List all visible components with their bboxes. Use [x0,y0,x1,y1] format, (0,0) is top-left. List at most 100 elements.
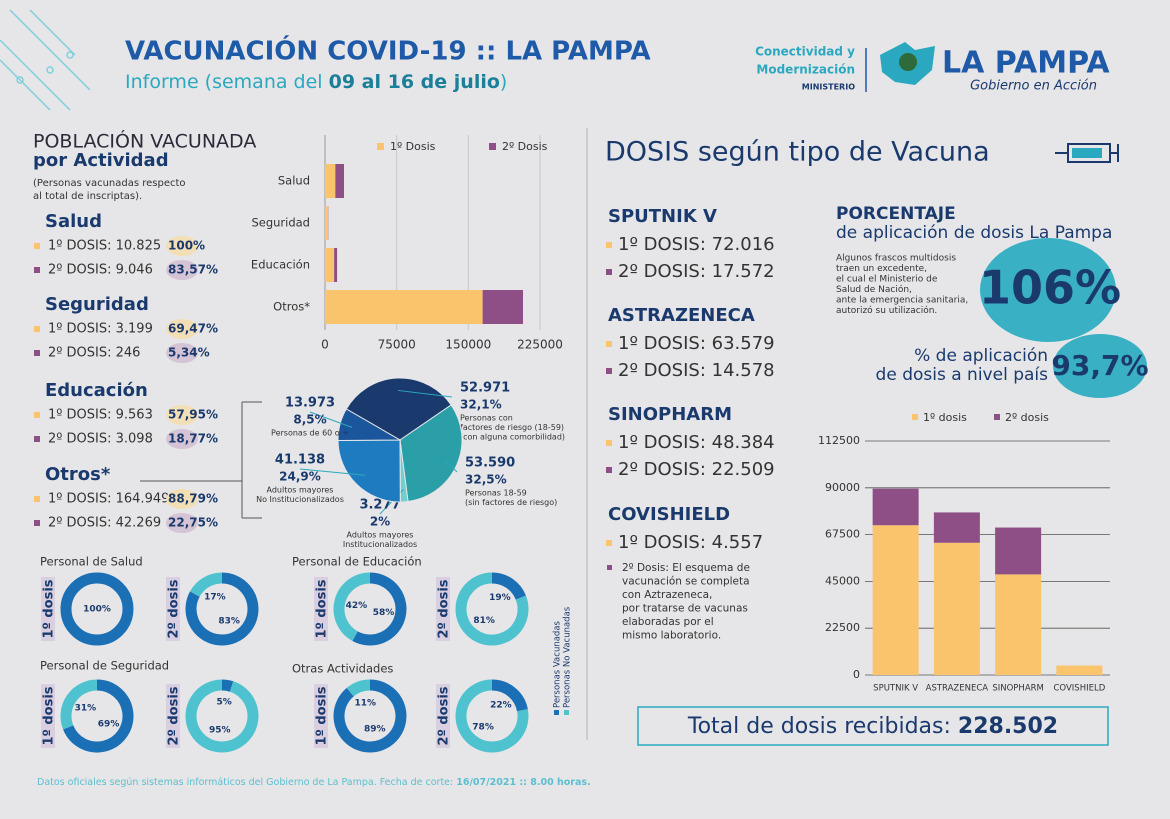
bullet [34,267,40,273]
donut-label: 1º dosis [42,686,57,745]
donut-label: 1º dosis [315,686,330,745]
dose-percent: 88,79% [168,492,218,506]
legend-label: 1º dosis [923,411,967,424]
subtitle: Informe (semana del 09 al 16 de julio) [125,71,507,93]
pie-percent-label: 32,5% [465,473,507,487]
bullet [606,440,612,446]
donut-segment [352,572,407,646]
pie-category: (sin factores de riesgo) [465,498,557,507]
donut-value-label: 81% [473,616,495,626]
highlight-blob [1053,334,1147,398]
y-tick-label: 22500 [825,621,860,634]
note: por tratarse de vacunas [622,603,748,615]
donut-segment [63,679,134,753]
note: Algunos frascos multidosis [836,254,956,264]
highlight-blob [980,238,1116,342]
bar-segment [933,512,980,543]
country-label: % de aplicación [914,346,1048,366]
y-tick-label: 45000 [825,574,860,587]
bullet [606,242,612,248]
section-subtitle: por Actividad [33,150,169,171]
note: Salud de Nación, [836,284,912,295]
syringe-icon [1055,143,1119,163]
group-name: Otros* [45,464,111,485]
donut-value-label: 5% [217,698,232,708]
pie-percent-label: 24,9% [279,470,321,484]
pie-category: Adultos mayores [267,486,334,495]
label-badge [166,684,180,748]
pct-badge [166,405,198,425]
legend-swatch [554,710,559,715]
donut-segment [333,679,407,753]
pct-badge [166,236,198,256]
dose-count: 1º DOSIS: 3.199 [48,322,153,337]
donut-segment [60,679,98,730]
pie-value-label: 41.138 [275,453,325,468]
bar-segment [1056,665,1103,675]
note: al total de inscriptas). [33,191,142,202]
note: (Personas vacunadas respecto [33,178,186,189]
donut-value-label: 78% [472,722,494,732]
bar-segment [995,574,1042,675]
dose-count: 1º DOSIS: 10.825 [48,239,161,254]
subtitle-dates: 09 al 16 de julio [329,71,500,93]
donut-segment [346,679,371,697]
pie-percent-label: 2% [370,515,390,529]
dose-count: 2º DOSIS: 42.269 [48,516,161,531]
ministry-name: Conectividad y [755,45,855,59]
dose-count: 2º DOSIS: 246 [48,346,140,361]
bullet [606,467,612,473]
label-badge [436,577,450,641]
y-tick-label: 0 [853,668,860,681]
donut-value-label: 83% [218,617,240,627]
x-tick-label: 225000 [517,338,563,352]
donut-segment [455,679,529,753]
big-value: 93,7% [1051,349,1148,382]
pie-value-label: 53.590 [465,456,515,471]
label-badge [436,684,450,748]
section-title: PORCENTAJE [836,204,956,224]
dose-percent: 22,75% [168,516,218,530]
bar-segment [334,248,338,282]
note: con Aztrazeneca, [622,589,712,601]
pie-category: factores de riesgo (18-59) [460,423,564,432]
label-badge [314,577,328,641]
donut-label: 1º dosis [42,579,57,638]
donut-value-label: 42% [346,601,368,611]
donut-segment [491,679,528,712]
y-tick-label: Salud [278,174,310,188]
donut-segment [491,572,526,600]
donut-value-label: 89% [364,725,386,735]
donut-value-label: 17% [204,592,226,602]
x-tick-label: 75000 [378,338,416,352]
bar-segment [482,290,524,324]
vaccine-dose: 1º DOSIS: 4.557 [618,532,763,553]
donut-label: 2º dosis [167,579,182,638]
bar-segment [325,164,336,198]
y-tick-label: 112500 [818,434,860,447]
donut-title: Otras Actividades [292,662,393,676]
country-label: de dosis a nivel país [876,365,1049,385]
pct-badge [166,319,198,339]
big-value: 106% [979,261,1121,315]
x-tick-label: 150000 [445,338,491,352]
donut-segment [455,572,529,646]
subtitle-start: Informe (semana del [125,71,329,93]
pie-bracket [140,401,262,519]
legend-swatch [489,143,496,150]
pie-category: Personas 18-59 [465,489,527,498]
pie-slice [337,408,402,442]
bullet [606,269,612,275]
pie-slice [337,439,401,503]
donut-value-label: 58% [373,608,395,618]
bullet [34,436,40,442]
donut-segment [185,572,259,646]
group-name: Educación [45,380,148,401]
x-tick-label: ASTRAZENECA [926,684,989,694]
donut-segment [190,572,223,598]
section-title: DOSIS según tipo de Vacuna [605,137,990,168]
bullet [607,565,612,570]
pct-badge [166,343,198,363]
legend-label: Personas Vacunadas [553,620,563,708]
